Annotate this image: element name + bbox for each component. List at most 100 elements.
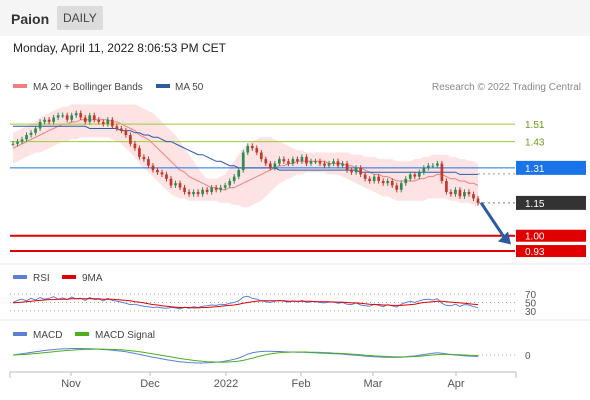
candle-body — [138, 148, 141, 157]
header-bar: Paion DAILY — [0, 0, 590, 36]
candle-body — [278, 159, 281, 164]
x-tick-label-Mar: Mar — [364, 378, 383, 390]
candle-body — [399, 183, 403, 190]
candle-body — [372, 176, 376, 181]
legend-label-macd-signal: MACD Signal — [95, 330, 155, 341]
candle-body — [287, 161, 290, 164]
credit-label: Research © 2022 Trading Central — [432, 82, 581, 93]
candle-body — [232, 176, 236, 181]
candle-body — [273, 163, 277, 168]
candle-body — [300, 156, 304, 162]
period-button[interactable]: DAILY — [57, 6, 103, 30]
last-price-label: 1.15 — [525, 199, 545, 210]
candle-body — [417, 172, 421, 177]
level-tag-1.00 — [516, 229, 586, 242]
candle-body — [178, 183, 182, 188]
candle-body — [29, 132, 33, 136]
candle-body — [47, 119, 51, 122]
candle-body — [449, 191, 453, 195]
candle-body — [408, 174, 412, 179]
symbol-name: Paion — [11, 11, 50, 27]
candle-body — [436, 163, 439, 166]
candle-body — [74, 113, 78, 116]
candle-body — [214, 187, 218, 190]
candle-body — [314, 161, 317, 163]
candle-body — [156, 170, 159, 173]
rsi-ref-label-70: 70 — [525, 290, 537, 301]
candle-body — [210, 187, 213, 192]
candle-body — [70, 115, 74, 120]
rsi-ref-label-50: 50 — [525, 299, 537, 310]
candle-body — [106, 119, 110, 125]
candle-body — [413, 174, 417, 177]
candle-body — [183, 187, 186, 192]
candle-body — [174, 183, 177, 186]
candle-body — [43, 119, 46, 122]
candle-body — [151, 165, 155, 171]
level-label-1.31: 1.31 — [525, 164, 545, 175]
candle-body — [368, 178, 372, 181]
candle-body — [38, 121, 42, 129]
candle-body — [345, 163, 349, 171]
candle-body — [381, 181, 385, 184]
candle-body — [250, 145, 254, 149]
candle-body — [115, 126, 119, 129]
candle-body — [83, 117, 87, 122]
macd-signal-line — [12, 348, 479, 363]
x-tick-label-Nov: Nov — [61, 378, 81, 390]
candle-body — [336, 161, 340, 166]
datetime-label: Monday, April 11, 2022 8:06:53 PM CET — [13, 41, 227, 55]
candle-body — [282, 159, 286, 162]
legend-swatch-bollinger — [13, 84, 27, 88]
x-tick-label-Dec: Dec — [140, 378, 160, 390]
candle-body — [92, 115, 96, 120]
candle-body — [305, 156, 308, 164]
candle-body — [264, 159, 268, 164]
candle-body — [133, 143, 137, 149]
candle-body — [458, 189, 462, 197]
candle-body — [34, 128, 37, 133]
legend-swatch-macd — [13, 332, 27, 336]
x-tick-label-2022: 2022 — [214, 378, 238, 390]
forecast-arrow-shaft — [479, 201, 507, 240]
candle-body — [404, 178, 408, 184]
candle-body — [88, 115, 92, 122]
candle-body — [440, 163, 444, 181]
x-tick-label-Apr: Apr — [447, 378, 464, 390]
candle-body — [187, 191, 191, 195]
candle-body — [16, 141, 19, 144]
candle-body — [119, 128, 123, 131]
candle-body — [350, 170, 353, 173]
forecast-arrow-head — [498, 231, 511, 245]
rsi-ref-label-30: 30 — [525, 307, 537, 318]
candle-body — [97, 119, 101, 122]
candle-body — [296, 159, 299, 162]
candle-body — [25, 135, 28, 140]
candle-body — [291, 159, 295, 164]
candle-body — [147, 159, 150, 166]
candle-body — [472, 194, 475, 199]
macd-zero-label: 0 — [525, 351, 531, 362]
candle-body — [390, 181, 394, 186]
level-label-1.43: 1.43 — [525, 138, 545, 149]
candle-body — [246, 145, 250, 153]
candle-body — [61, 115, 65, 117]
candle-body — [201, 189, 204, 195]
candle-body — [332, 161, 335, 164]
candle-body — [309, 161, 313, 164]
legend-swatch-ma50 — [156, 84, 170, 88]
candle-body — [395, 185, 399, 190]
candle-body — [386, 181, 390, 184]
level-label-1.51: 1.51 — [525, 120, 545, 131]
candle-body — [205, 189, 209, 192]
candle-body — [192, 191, 195, 195]
candle-body — [219, 187, 223, 190]
candle-body — [467, 191, 471, 195]
legend-label-rsi-9ma: 9MA — [82, 273, 103, 284]
level-label-0.93: 0.93 — [525, 247, 545, 258]
candle-body — [255, 148, 259, 153]
candle-body — [228, 181, 232, 186]
last-price-tag — [516, 195, 586, 210]
level-tag-0.93 — [516, 245, 586, 258]
candle-body — [11, 143, 15, 145]
